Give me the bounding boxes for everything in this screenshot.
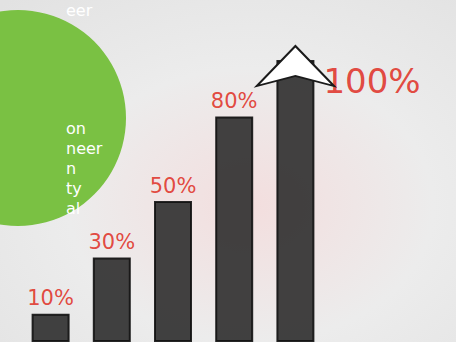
svg-text:10%: 10% <box>27 286 74 310</box>
svg-text:eer: eer <box>66 1 93 20</box>
svg-text:30%: 30% <box>88 230 135 254</box>
svg-text:50%: 50% <box>150 174 197 198</box>
svg-text:ty: ty <box>66 179 82 198</box>
svg-text:al: al <box>66 199 80 218</box>
svg-text:on: on <box>66 119 86 138</box>
svg-text:neer: neer <box>66 139 103 158</box>
svg-text:80%: 80% <box>211 89 258 113</box>
svg-text:n: n <box>66 159 76 178</box>
svg-text:100%: 100% <box>323 61 420 101</box>
